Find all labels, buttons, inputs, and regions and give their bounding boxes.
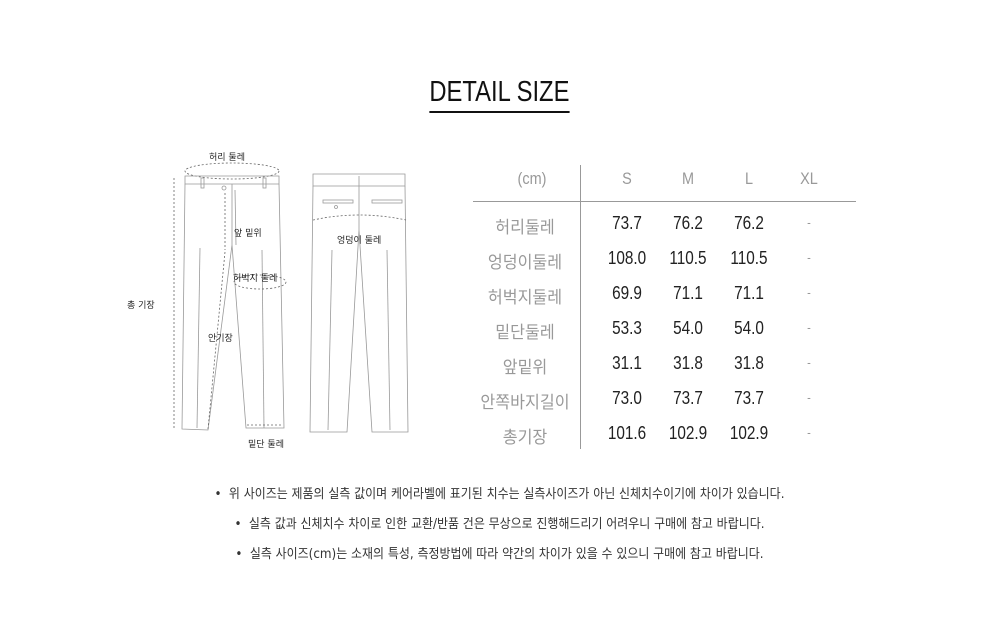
note: • 위 사이즈는 제품의 실측 값이며 케어라벨에 표기된 치수는 실측사이즈가 …	[214, 487, 785, 502]
size-value-cell: 73.7	[673, 388, 703, 408]
row-label: 앞밑위	[502, 358, 548, 378]
label-waist: 허리 둘레	[209, 153, 245, 163]
label-thigh: 허벅지 둘레	[233, 274, 278, 284]
size-value-cell: -	[807, 355, 811, 370]
column-header-xl: XL	[800, 169, 818, 188]
row-label: 허리둘레	[495, 218, 555, 238]
size-value-cell: 31.8	[734, 353, 764, 373]
size-value-cell: -	[807, 250, 811, 265]
row-label: 안쪽바지길이	[480, 393, 570, 413]
row-label: 허벅지둘레	[487, 288, 563, 308]
size-value-cell: 76.2	[734, 213, 764, 233]
size-value-cell: -	[807, 215, 811, 230]
column-header-m: M	[681, 169, 695, 188]
size-value-cell: 110.5	[730, 248, 768, 268]
column-header-l: L	[744, 169, 754, 188]
size-value-cell: -	[807, 320, 811, 335]
size-value-cell: -	[807, 285, 811, 300]
label-hip: 엉덩이 둘레	[337, 236, 382, 246]
page-title: DETAIL SIZE	[0, 76, 999, 113]
unit-header: (cm)	[517, 169, 547, 188]
row-label: 엉덩이둘레	[487, 253, 563, 273]
size-value-cell: 110.5	[669, 248, 707, 268]
note: • 실측 값과 신체치수 차이로 인한 교환/반품 건은 무상으로 진행해드리기 …	[234, 517, 765, 532]
size-table: (cm) S M L XL 허리둘레 73.7 76.2 76.2 - 엉덩이둘레 108.0 110…	[473, 165, 856, 450]
size-value-cell: 54.0	[673, 318, 703, 338]
header-divider	[473, 201, 856, 202]
size-value-cell: 102.9	[668, 423, 708, 443]
size-value-cell: 73.7	[612, 213, 642, 233]
size-value-cell: 73.7	[734, 388, 764, 408]
label-front-rise: 앞 밑위	[234, 229, 262, 239]
column-divider	[580, 165, 581, 449]
size-value-cell: 73.0	[612, 388, 642, 408]
size-value-cell: 108.0	[607, 248, 647, 268]
size-value-cell: 71.1	[734, 283, 764, 303]
size-value-cell: 54.0	[734, 318, 764, 338]
notes: • 위 사이즈는 제품의 실측 값이며 케어라벨에 표기된 치수는 실측사이즈가 …	[0, 484, 999, 574]
size-value-cell: -	[807, 390, 811, 405]
size-value-cell: 102.9	[729, 423, 769, 443]
size-value-cell: 76.2	[673, 213, 703, 233]
label-inseam: 안기장	[208, 334, 233, 344]
note: • 실측 사이즈(cm)는 소재의 특성, 측정방법에 따라 약간의 차이가 있을…	[235, 547, 764, 562]
pants-diagram: 허리 둘레 앞 밑위 허벅지 둘레 총 기장 안기장 밑단 둘레 엉덩이 둘레	[0, 0, 460, 460]
size-value-cell: 53.3	[612, 318, 642, 338]
row-label: 밑단둘레	[495, 323, 555, 343]
column-header-s: S	[622, 169, 632, 188]
size-value-cell: 31.8	[673, 353, 703, 373]
size-value-cell: 71.1	[673, 283, 703, 303]
size-value-cell: 69.9	[612, 283, 642, 303]
row-label: 총기장	[502, 428, 548, 448]
label-total-length: 총 기장	[127, 301, 155, 311]
size-value-cell: 101.6	[607, 423, 647, 443]
size-value-cell: 31.1	[612, 353, 642, 373]
label-hem: 밑단 둘레	[248, 440, 284, 450]
pants-illustration	[173, 162, 409, 433]
size-value-cell: -	[807, 425, 811, 440]
